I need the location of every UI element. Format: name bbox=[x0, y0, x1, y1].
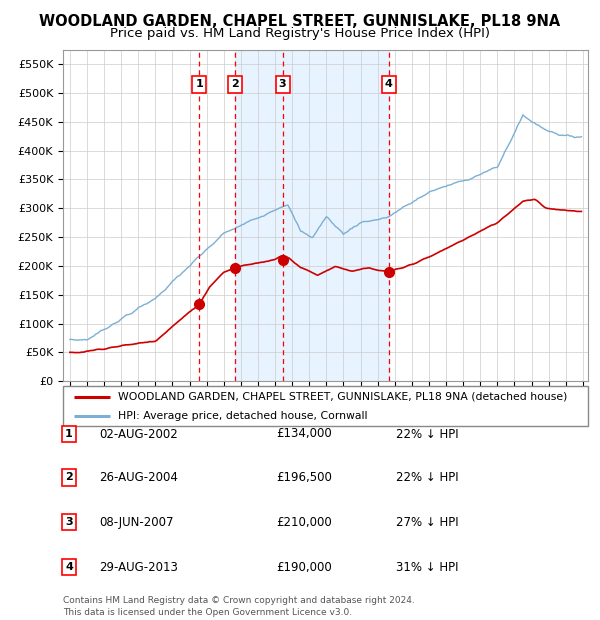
Text: £134,000: £134,000 bbox=[276, 428, 332, 440]
FancyBboxPatch shape bbox=[63, 386, 588, 426]
Text: 08-JUN-2007: 08-JUN-2007 bbox=[99, 516, 173, 528]
Text: WOODLAND GARDEN, CHAPEL STREET, GUNNISLAKE, PL18 9NA: WOODLAND GARDEN, CHAPEL STREET, GUNNISLA… bbox=[40, 14, 560, 29]
Text: 3: 3 bbox=[65, 517, 73, 527]
Text: 4: 4 bbox=[385, 79, 393, 89]
Text: £196,500: £196,500 bbox=[276, 471, 332, 484]
Text: £210,000: £210,000 bbox=[276, 516, 332, 528]
Text: 1: 1 bbox=[196, 79, 203, 89]
Text: 31% ↓ HPI: 31% ↓ HPI bbox=[396, 561, 458, 574]
Text: 27% ↓ HPI: 27% ↓ HPI bbox=[396, 516, 458, 528]
Text: 4: 4 bbox=[65, 562, 73, 572]
Text: 2: 2 bbox=[231, 79, 239, 89]
Text: 3: 3 bbox=[279, 79, 286, 89]
Text: HPI: Average price, detached house, Cornwall: HPI: Average price, detached house, Corn… bbox=[118, 411, 368, 421]
Text: 02-AUG-2002: 02-AUG-2002 bbox=[99, 428, 178, 440]
Text: This data is licensed under the Open Government Licence v3.0.: This data is licensed under the Open Gov… bbox=[63, 608, 352, 617]
Text: Contains HM Land Registry data © Crown copyright and database right 2024.: Contains HM Land Registry data © Crown c… bbox=[63, 596, 415, 606]
Text: £190,000: £190,000 bbox=[276, 561, 332, 574]
Text: 22% ↓ HPI: 22% ↓ HPI bbox=[396, 428, 458, 440]
Bar bbox=[235, 50, 389, 381]
Text: 29-AUG-2013: 29-AUG-2013 bbox=[99, 561, 178, 574]
Text: 2: 2 bbox=[65, 472, 73, 482]
Text: 1: 1 bbox=[65, 429, 73, 439]
Text: 26-AUG-2004: 26-AUG-2004 bbox=[99, 471, 178, 484]
Text: Price paid vs. HM Land Registry's House Price Index (HPI): Price paid vs. HM Land Registry's House … bbox=[110, 27, 490, 40]
Text: 22% ↓ HPI: 22% ↓ HPI bbox=[396, 471, 458, 484]
Text: WOODLAND GARDEN, CHAPEL STREET, GUNNISLAKE, PL18 9NA (detached house): WOODLAND GARDEN, CHAPEL STREET, GUNNISLA… bbox=[118, 391, 568, 402]
